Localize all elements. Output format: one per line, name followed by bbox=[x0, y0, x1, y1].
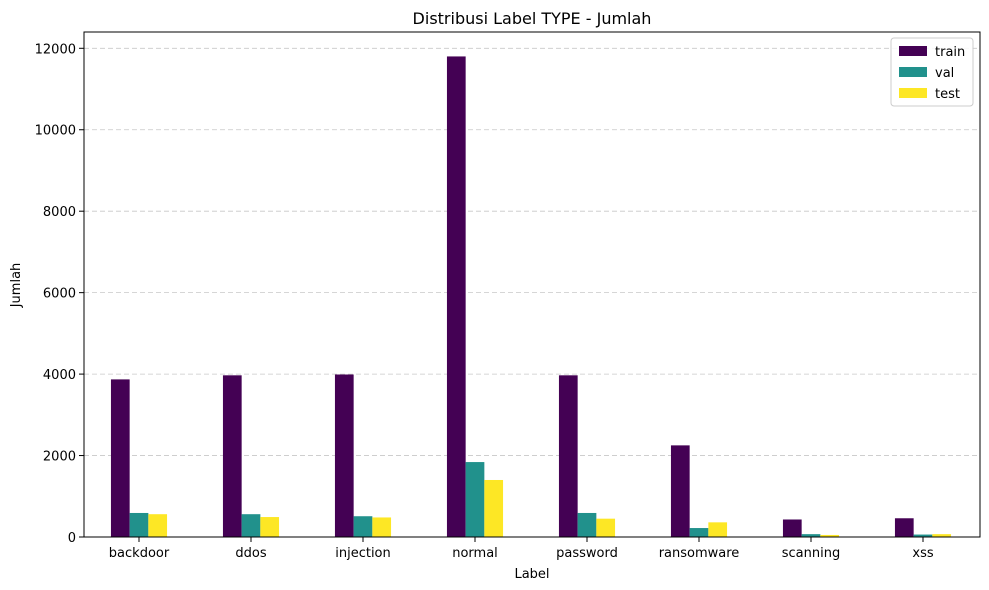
y-tick-label: 4000 bbox=[43, 368, 76, 383]
bars bbox=[110, 56, 952, 537]
y-axis-ticks: 0 2000 4000 6000 8000 10000 12000 bbox=[35, 42, 84, 546]
y-tick-label: 12000 bbox=[35, 42, 76, 57]
legend-swatch-val bbox=[899, 67, 927, 77]
bar-val-ransomware bbox=[689, 528, 709, 537]
bar-val-normal bbox=[465, 462, 485, 537]
bar-test-normal bbox=[484, 479, 504, 537]
bar-train-backdoor bbox=[110, 379, 130, 537]
bar-val-backdoor bbox=[129, 512, 149, 537]
x-tick-label: ddos bbox=[235, 546, 266, 561]
x-axis-label: Label bbox=[514, 567, 549, 582]
x-axis-ticks: backdoor ddos injection normal password ranso… bbox=[109, 537, 934, 561]
y-tick-label: 8000 bbox=[43, 205, 76, 220]
y-tick-label: 2000 bbox=[43, 450, 76, 465]
bar-val-injection bbox=[353, 516, 373, 537]
bar-test-ransomware bbox=[708, 522, 728, 537]
x-tick-label: scanning bbox=[782, 546, 840, 561]
legend-swatch-train bbox=[899, 46, 927, 56]
bar-test-password bbox=[596, 518, 616, 537]
bar-train-scanning bbox=[782, 519, 802, 537]
x-tick-label: injection bbox=[335, 546, 391, 561]
y-tick-label: 6000 bbox=[43, 287, 76, 302]
bar-val-scanning bbox=[801, 534, 821, 537]
legend-swatch-test bbox=[899, 88, 927, 98]
bar-test-backdoor bbox=[148, 514, 168, 537]
bar-test-ddos bbox=[260, 517, 280, 537]
grid-lines bbox=[84, 47, 980, 456]
legend-label-val: val bbox=[935, 66, 954, 81]
bar-test-injection bbox=[372, 517, 392, 537]
bar-train-password bbox=[558, 375, 578, 537]
y-tick-label: 10000 bbox=[35, 124, 76, 139]
bar-train-ransomware bbox=[670, 445, 690, 537]
x-tick-label: normal bbox=[452, 546, 498, 561]
bar-train-injection bbox=[334, 374, 354, 537]
bar-val-ddos bbox=[241, 514, 261, 537]
x-tick-label: ransomware bbox=[659, 546, 740, 561]
chart-title: Distribusi Label TYPE - Jumlah bbox=[413, 9, 652, 28]
y-tick-label: 0 bbox=[68, 531, 76, 546]
x-tick-label: password bbox=[556, 546, 618, 561]
bar-test-xss bbox=[932, 534, 952, 537]
bar-train-ddos bbox=[222, 375, 242, 537]
x-tick-label: backdoor bbox=[109, 546, 170, 561]
y-axis-label: Jumlah bbox=[9, 263, 24, 309]
bar-train-normal bbox=[446, 56, 466, 537]
bar-val-password bbox=[577, 512, 597, 537]
bar-test-scanning bbox=[820, 534, 840, 537]
bar-val-xss bbox=[913, 534, 933, 537]
legend: train val test bbox=[890, 37, 974, 107]
bar-train-xss bbox=[894, 518, 914, 537]
legend-label-test: test bbox=[935, 87, 960, 102]
x-tick-label: xss bbox=[912, 546, 933, 561]
legend-label-train: train bbox=[935, 45, 965, 60]
plot-area-frame bbox=[83, 31, 981, 538]
